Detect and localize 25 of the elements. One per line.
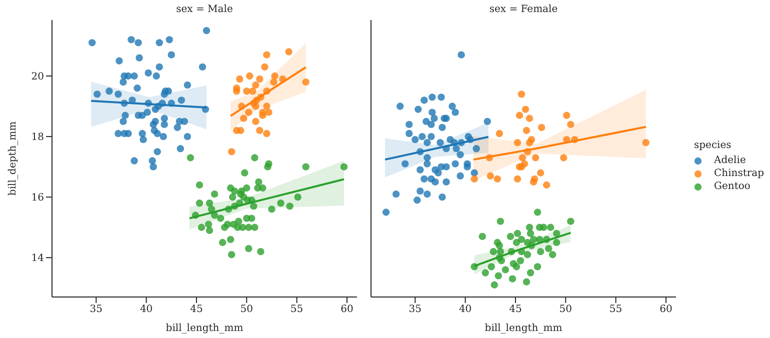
y-tick-label: 18 (31, 132, 44, 144)
x-tick-label: 50 (240, 304, 254, 316)
chart-title: sex = Female (488, 4, 559, 15)
x-tick-label: 55 (290, 304, 304, 316)
x-axis-title: bill_length_mm (166, 323, 244, 334)
y-axis-title: bill_depth_mm (8, 120, 19, 196)
x-tick-label: 55 (609, 304, 622, 316)
legend-label: Gentoo (714, 181, 750, 192)
x-tick-label: 35 (408, 304, 422, 316)
x-axis-title: bill_length_mm (484, 323, 563, 334)
x-tick-label: 45 (190, 304, 203, 316)
y-tick-label: 20 (31, 72, 44, 83)
x-tick-label: 60 (660, 304, 672, 316)
x-tick-label: 60 (340, 304, 354, 316)
x-tick-label: 45 (509, 304, 522, 316)
legend-label: Chinstrap (714, 168, 764, 179)
y-tick-label: 14 (31, 253, 44, 264)
y-tick-label: 16 (31, 192, 44, 204)
x-tick-label: 35 (90, 304, 103, 316)
x-tick-label: 50 (559, 304, 572, 316)
x-tick-label: 40 (458, 304, 472, 316)
chart-title: sex = Male (175, 4, 234, 15)
legend-label: Adelie (714, 155, 746, 166)
legend-title: species (693, 140, 732, 151)
x-tick-label: 40 (140, 304, 153, 316)
